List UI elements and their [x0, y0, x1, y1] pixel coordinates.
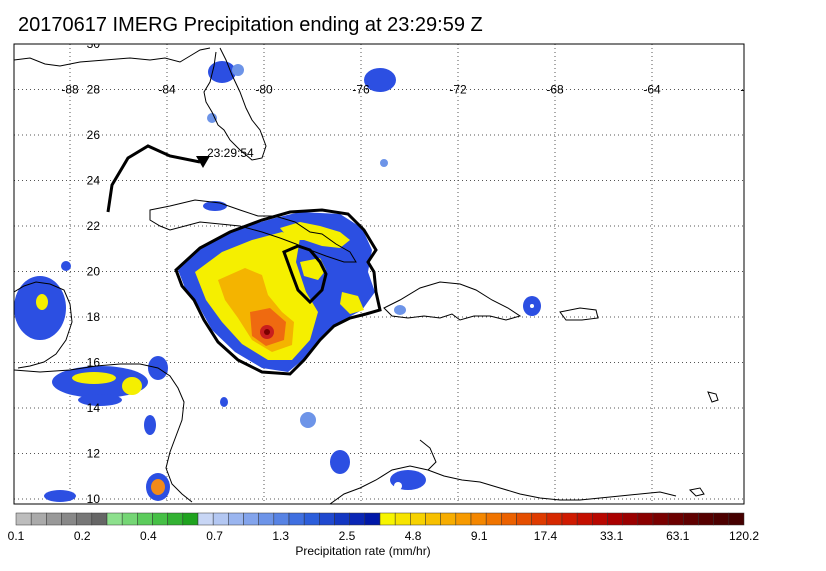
storm-outline-contour	[174, 208, 382, 376]
latitude-label: 12	[87, 447, 101, 461]
latitude-label: 26	[87, 128, 101, 142]
colorbar-tick-label: 0.1	[8, 529, 25, 543]
longitude-label: -72	[449, 83, 467, 97]
colorbar-tick-label: 0.4	[140, 529, 157, 543]
colorbar-swatch	[652, 512, 669, 526]
colorbar-swatch	[137, 512, 153, 526]
latitude-label: 10	[87, 492, 101, 506]
graticule	[14, 44, 744, 504]
colorbar-tick-label: 2.5	[339, 529, 356, 543]
colorbar-swatch	[440, 512, 457, 526]
colorbar-swatch	[182, 512, 199, 526]
colorbar-swatch	[334, 512, 350, 526]
longitude-label: -64	[643, 83, 661, 97]
colorbar-swatch	[121, 512, 138, 526]
colorbar-swatch	[728, 512, 745, 526]
colorbar-swatch	[455, 512, 472, 526]
colorbar-swatch	[61, 512, 77, 526]
longitude-label: -80	[255, 83, 273, 97]
map-frame	[13, 43, 745, 505]
colorbar-swatch	[561, 512, 578, 526]
longitude-label: -60	[740, 83, 758, 97]
latitude-label: 16	[87, 356, 101, 370]
colorbar-swatch	[516, 512, 532, 526]
longitude-labels: -88 -84 -80 -76 -72 -68 -64 -60	[61, 83, 758, 97]
colorbar-swatch	[425, 512, 441, 526]
colorbar-swatch	[76, 512, 93, 526]
colorbar-swatch	[288, 512, 305, 526]
colorbar-swatch	[485, 512, 502, 526]
colorbar-swatch	[106, 512, 123, 526]
colorbar-tick-label: 17.4	[534, 529, 558, 543]
colorbar-swatch	[243, 512, 259, 526]
latitude-label: 24	[87, 174, 101, 188]
track-end-marker-icon	[196, 156, 210, 168]
colorbar-tick-label: 0.2	[74, 529, 91, 543]
colorbar-swatch	[364, 512, 381, 526]
colorbar-swatch	[30, 512, 47, 526]
latitude-label: 14	[87, 401, 101, 415]
precip-small-cells	[14, 61, 541, 502]
colorbar-swatch	[501, 512, 517, 526]
colorbar-swatch	[349, 512, 366, 526]
latitude-label: 18	[87, 310, 101, 324]
latitude-label: 22	[87, 219, 101, 233]
longitude-label: -68	[546, 83, 564, 97]
colorbar-swatch	[713, 512, 730, 526]
colorbar-swatch	[470, 512, 487, 526]
latitude-labels: 30 28 26 24 22 20 18 16 14 12 10	[87, 37, 101, 506]
colorbar-swatch	[576, 512, 593, 526]
colorbar-swatch	[167, 512, 184, 526]
colorbar-tick-label: 1.3	[272, 529, 289, 543]
colorbar-tick-label: 33.1	[600, 529, 624, 543]
colorbar-swatch	[683, 512, 699, 526]
colorbar-swatch	[212, 512, 229, 526]
colorbar-swatch	[319, 512, 335, 526]
colorbar-swatch	[546, 512, 563, 526]
latitude-label: 28	[87, 83, 101, 97]
longitude-label: -84	[158, 83, 176, 97]
colorbar-swatch	[379, 512, 396, 526]
colorbar-swatch	[698, 512, 714, 526]
colorbar-swatch	[258, 512, 275, 526]
map-background	[14, 44, 744, 504]
colorbar-tick-label: 9.1	[471, 529, 488, 543]
longitude-label: -88	[61, 83, 79, 97]
colorbar-swatch	[303, 512, 320, 526]
colorbar-swatch	[637, 512, 654, 526]
colorbar-swatch	[197, 512, 214, 526]
colorbar-tick-label: 120.2	[729, 529, 759, 543]
satellite-track	[106, 144, 210, 213]
map-title: 20170617 IMERG Precipitation ending at 2…	[18, 14, 483, 36]
colorbar-swatch	[46, 512, 62, 526]
colorbar-swatch	[622, 512, 639, 526]
coastlines	[14, 47, 719, 504]
colorbar-swatch	[91, 512, 108, 526]
colorbar-swatch	[531, 512, 548, 526]
colorbar-swatch	[667, 512, 684, 526]
colorbar-title: Precipitation rate (mm/hr)	[295, 544, 430, 558]
longitude-label: -76	[352, 83, 370, 97]
latitude-label: 30	[87, 37, 101, 51]
colorbar-swatch	[592, 512, 608, 526]
colorbar-tick-label: 63.1	[666, 529, 690, 543]
colorbar-swatch	[15, 512, 32, 526]
colorbar-swatches	[15, 512, 745, 526]
colorbar-tick-label: 4.8	[405, 529, 422, 543]
colorbar-swatch	[228, 512, 244, 526]
colorbar-swatch	[152, 512, 168, 526]
latitude-label: 20	[87, 265, 101, 279]
colorbar-swatch	[394, 512, 411, 526]
colorbar-swatch	[410, 512, 426, 526]
track-time-label: 23:29:54	[207, 146, 254, 160]
colorbar-swatch	[273, 512, 290, 526]
colorbar-labels: 0.1 0.2 0.4 0.7 1.3 2.5 4.8 9.1 17.4 33.1 63.1 120.…	[8, 529, 760, 543]
colorbar-swatch	[607, 512, 623, 526]
colorbar-tick-label: 0.7	[206, 529, 223, 543]
